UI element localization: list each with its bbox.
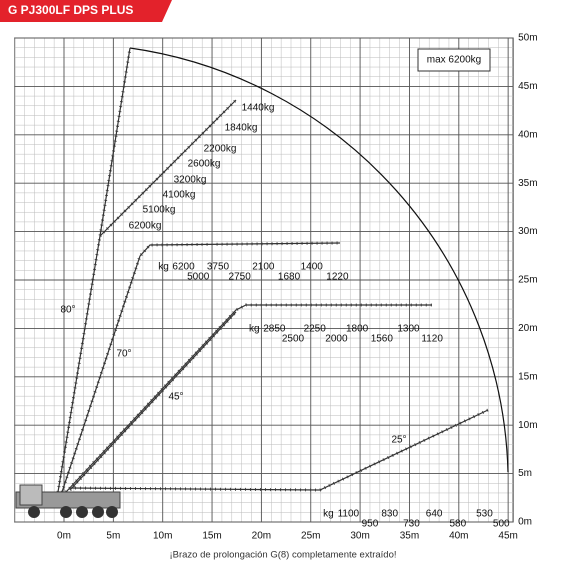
load-label: 1120 xyxy=(421,333,443,344)
title-banner xyxy=(0,0,172,22)
load-label: 5000 xyxy=(187,271,210,282)
load-label: 2600kg xyxy=(188,159,221,170)
wheel xyxy=(92,506,104,518)
load-label: 3200kg xyxy=(174,175,207,186)
angle-label: 25° xyxy=(391,435,406,446)
x-tick-label: 40m xyxy=(449,531,468,542)
load-label: 1680 xyxy=(278,271,301,282)
x-tick-label: 10m xyxy=(153,531,172,542)
load-label: 2000 xyxy=(325,333,348,344)
y-tick-label: 35m xyxy=(518,178,537,189)
x-tick-label: 35m xyxy=(400,531,419,542)
chart-title: G PJ300LF DPS PLUS xyxy=(8,3,133,17)
footnote: ¡Brazo de prolongación G(8) completament… xyxy=(169,550,396,561)
x-tick-label: 30m xyxy=(350,531,369,542)
load-label: 730 xyxy=(403,518,420,529)
load-label: 2250 xyxy=(304,323,327,334)
load-label: 6200kg xyxy=(129,221,162,232)
max-label: max 6200kg xyxy=(427,55,481,66)
y-tick-label: 40m xyxy=(518,129,537,140)
unit-label: kg xyxy=(249,323,260,334)
y-tick-label: 10m xyxy=(518,420,537,431)
boom xyxy=(69,409,489,491)
load-label: 580 xyxy=(449,518,466,529)
y-tick-label: 25m xyxy=(518,275,537,286)
wheel xyxy=(76,506,88,518)
wheel xyxy=(106,506,118,518)
boom xyxy=(99,99,237,237)
load-label: 3750 xyxy=(207,261,230,272)
y-tick-label: 30m xyxy=(518,226,537,237)
load-label: 1840kg xyxy=(225,123,258,134)
load-label: 5100kg xyxy=(143,205,176,216)
angle-label: 70° xyxy=(116,349,131,360)
boom xyxy=(69,311,237,491)
load-label: 530 xyxy=(476,508,493,519)
load-label: 6200 xyxy=(172,261,195,272)
load-label: 2100 xyxy=(252,261,275,272)
y-tick-label: 45m xyxy=(518,81,537,92)
truck-cab xyxy=(19,484,43,506)
load-label: 1100 xyxy=(338,508,360,519)
load-label: 1220 xyxy=(326,271,349,282)
unit-label: kg xyxy=(158,261,169,272)
x-tick-label: 0m xyxy=(57,531,71,542)
load-label: 1400 xyxy=(301,261,324,272)
y-tick-label: 20m xyxy=(518,323,537,334)
x-tick-label: 45m xyxy=(498,531,517,542)
x-tick-label: 25m xyxy=(301,531,320,542)
y-tick-label: 15m xyxy=(518,371,537,382)
y-tick-label: 5m xyxy=(518,468,532,479)
load-label: 2850 xyxy=(263,323,286,334)
x-tick-label: 5m xyxy=(106,531,120,542)
unit-label: kg xyxy=(323,508,334,519)
load-label: 500 xyxy=(493,518,510,529)
load-label: 2200kg xyxy=(204,144,237,155)
load-label: 830 xyxy=(381,508,398,519)
y-tick-label: 0m xyxy=(518,517,532,528)
load-label: 1300 xyxy=(397,323,420,334)
load-label: 4100kg xyxy=(163,190,196,201)
boom xyxy=(61,242,341,493)
load-label: 2500 xyxy=(282,333,305,344)
angle-label: 45° xyxy=(168,392,183,403)
x-tick-label: 20m xyxy=(252,531,271,542)
angle-label: 80° xyxy=(60,305,75,316)
load-label: 2750 xyxy=(229,271,252,282)
x-tick-label: 15m xyxy=(202,531,221,542)
load-label: 950 xyxy=(362,518,379,529)
load-label: 1440kg xyxy=(242,103,275,114)
load-label: 640 xyxy=(426,508,443,519)
envelope-arc xyxy=(129,47,509,473)
load-label: 1560 xyxy=(371,333,394,344)
load-label: 1800 xyxy=(346,323,369,334)
y-tick-label: 50m xyxy=(518,33,537,44)
wheel xyxy=(28,506,40,518)
max-box xyxy=(417,48,491,72)
wheel xyxy=(60,506,72,518)
